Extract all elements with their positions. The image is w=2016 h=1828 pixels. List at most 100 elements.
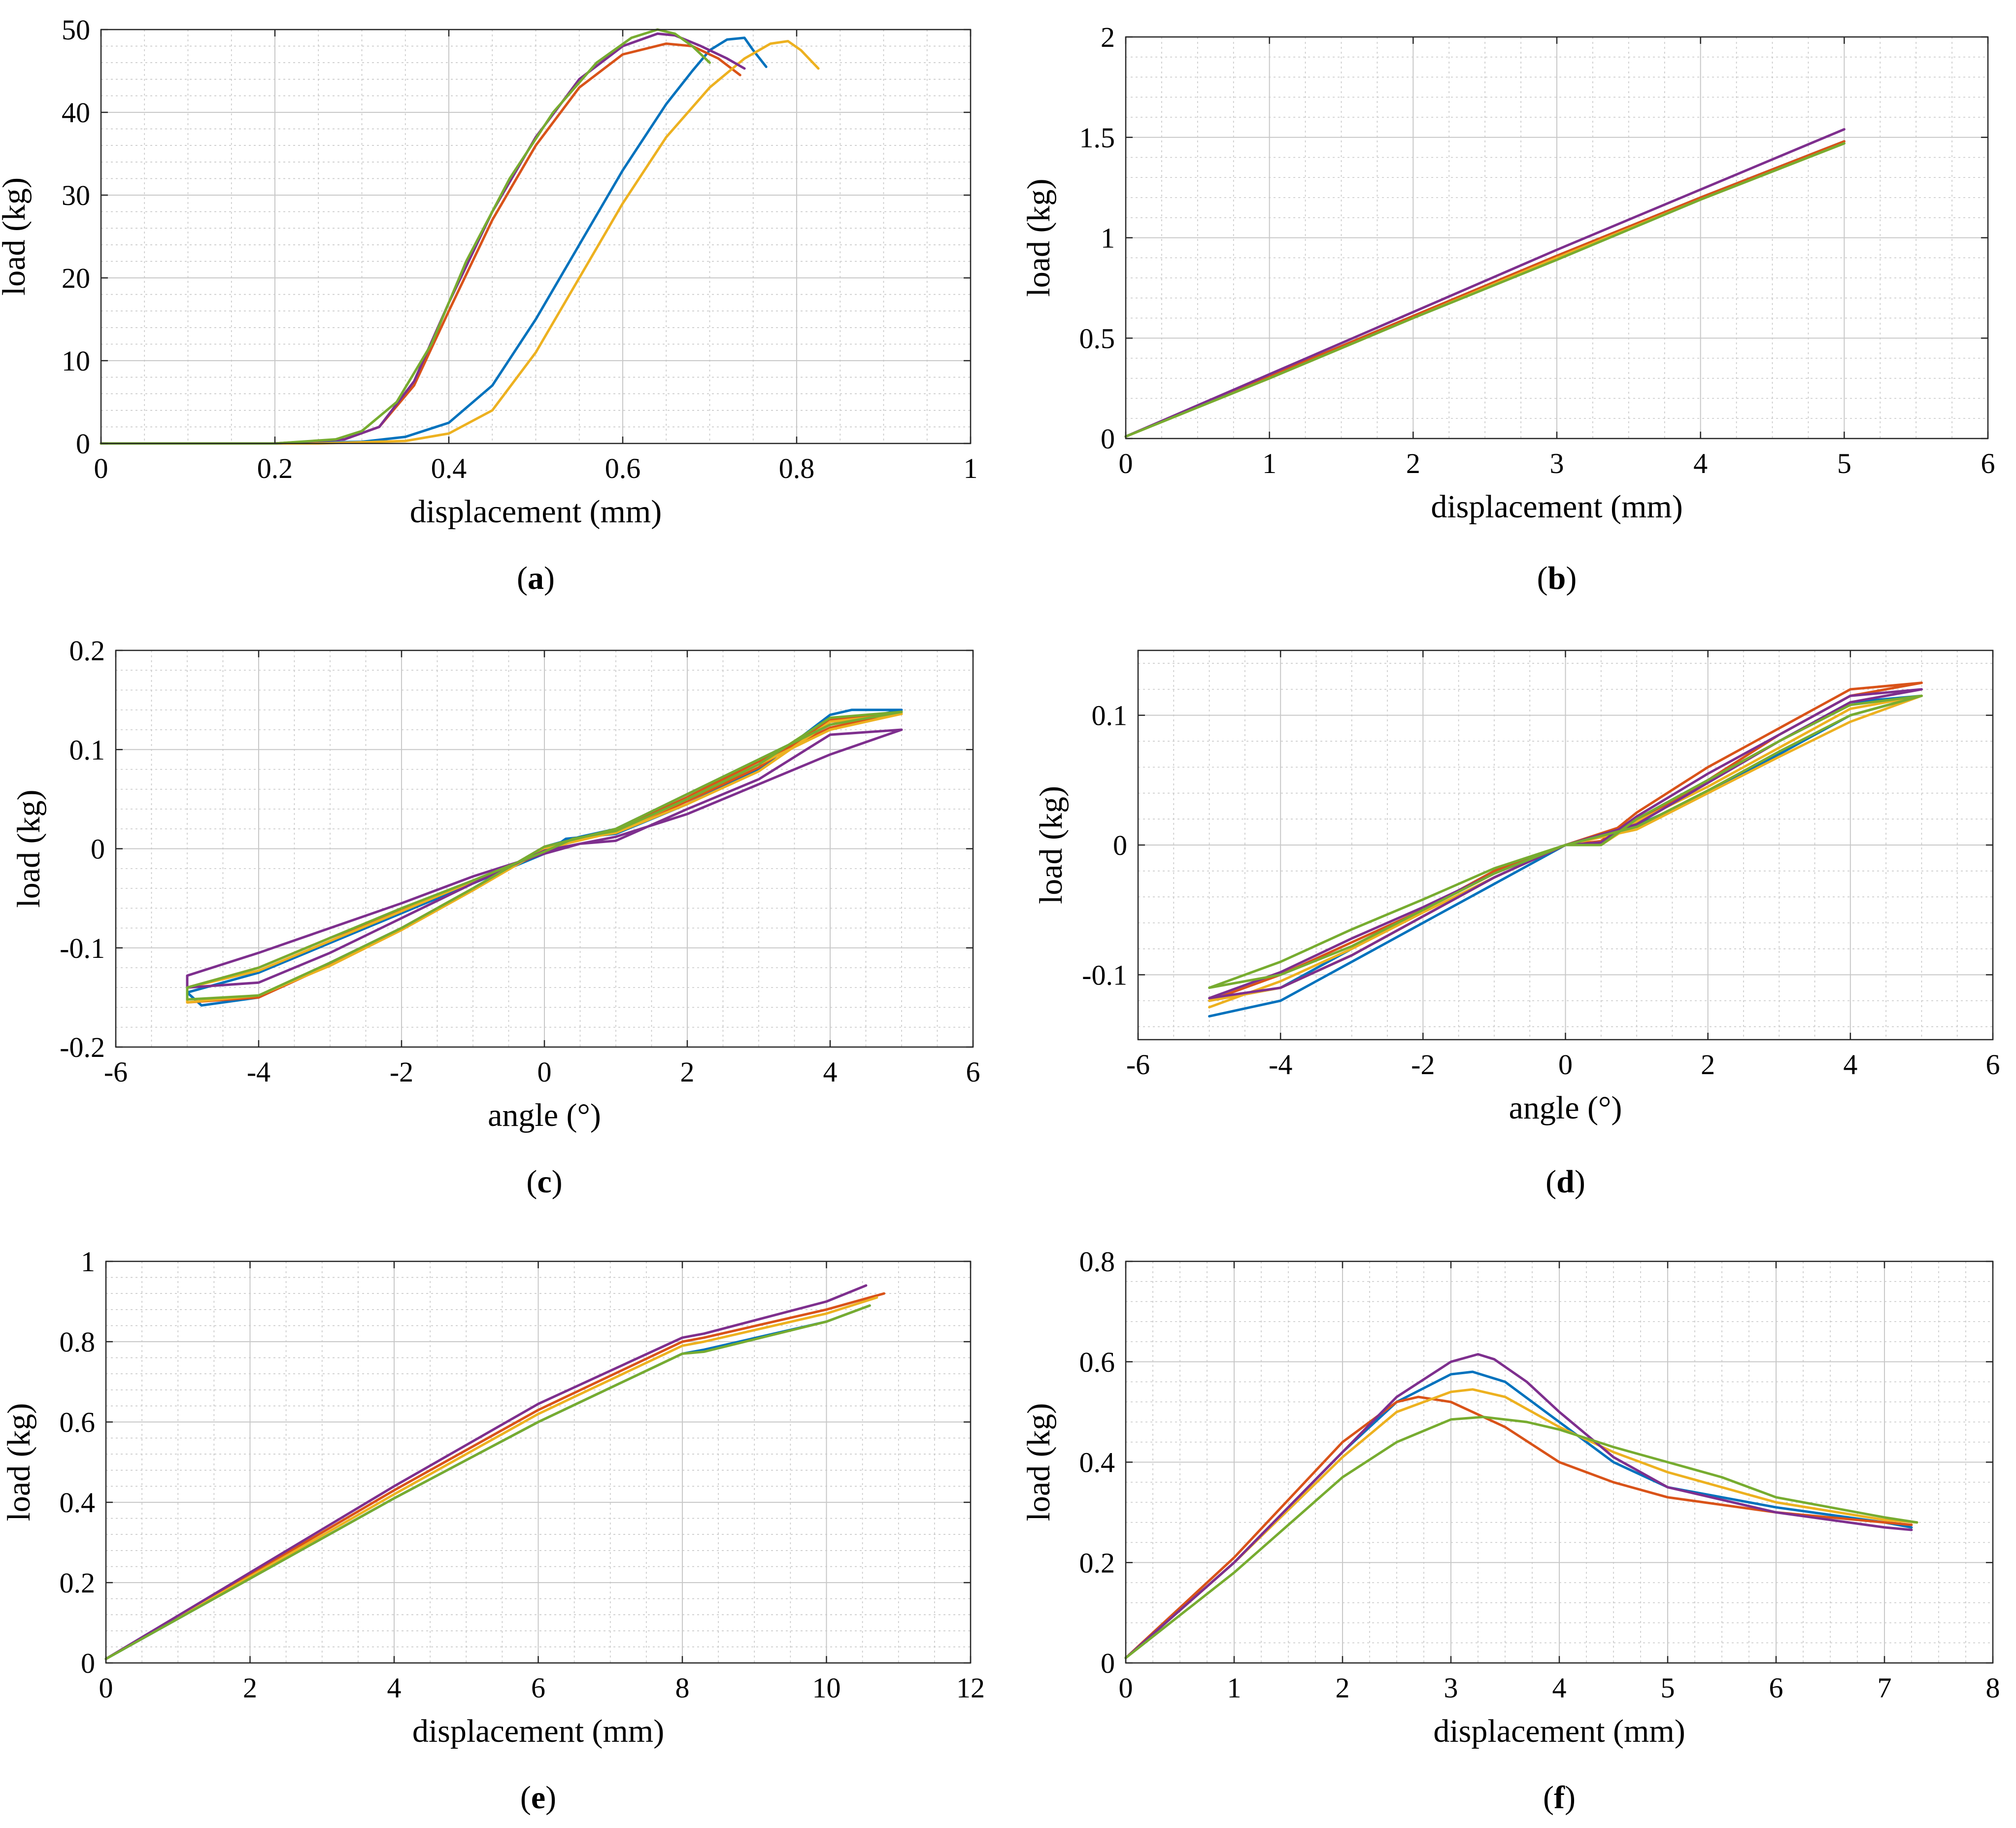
series-line-1	[104, 1304, 871, 1660]
x-tick-label: 12	[956, 1672, 985, 1704]
panel-f: 0 1 2 3 4 5 6 7 8 0 0.2 0.4 0.6 0.8 displacement (mm) l…	[1021, 1246, 2000, 1816]
series-line-4	[104, 1284, 868, 1660]
series-line-2	[104, 1292, 885, 1660]
y-tick-label: 0.5	[1079, 322, 1115, 354]
caption-close-paren: )	[1566, 560, 1577, 596]
panel-c: -6 -4 -2 0 2 4 6 -0.2 -0.1 0 0.1 0.2 angle (°) load (…	[11, 635, 980, 1200]
y-tick-label: 0.4	[60, 1487, 96, 1519]
x-tick-label: 7	[1878, 1672, 1892, 1704]
series-line-4	[1124, 128, 1846, 438]
x-tick-label: -2	[1411, 1049, 1435, 1081]
series-group	[100, 28, 820, 445]
y-axis-label: load (kg)	[1, 1403, 37, 1521]
y-tick-label: 30	[62, 179, 90, 211]
x-tick-label: -4	[247, 1056, 270, 1088]
series-line-2	[1124, 1395, 1913, 1659]
x-tick-label: 5	[1661, 1672, 1675, 1704]
panel-d: -6 -4 -2 0 2 4 6 -0.1 0 0.1 angle (°) load (kg) (d)	[1033, 649, 2000, 1200]
caption-letter: f	[1554, 1780, 1565, 1816]
y-tick-label: 0.6	[60, 1406, 96, 1438]
caption-open-paren: (	[517, 560, 528, 596]
y-tick-label: 0	[1113, 829, 1127, 861]
x-tick-label: 0.8	[779, 452, 815, 484]
caption-close-paren: )	[552, 1164, 563, 1200]
plot-frame	[100, 29, 972, 444]
y-tick-label: 50	[62, 14, 90, 46]
series-line-4	[100, 32, 746, 445]
x-tick-label: 2	[243, 1672, 257, 1704]
y-tick-label: 0.2	[1079, 1547, 1115, 1579]
x-tick-label: 0	[94, 452, 108, 484]
y-tick-label: 20	[62, 262, 90, 294]
y-tick-label: 2	[1101, 21, 1115, 53]
series-line-3	[104, 1296, 878, 1660]
x-tick-label: 5	[1837, 447, 1851, 479]
series-group	[186, 709, 903, 1007]
caption-letter: b	[1548, 560, 1566, 596]
y-tick-label: 0	[1101, 423, 1115, 455]
caption-open-paren: (	[1543, 1780, 1554, 1816]
x-tick-label: 0	[1119, 1672, 1133, 1704]
series-line-4	[186, 728, 903, 989]
caption-letter: c	[537, 1164, 551, 1200]
y-tick-label: -0.2	[60, 1031, 105, 1063]
x-tick-label: 6	[531, 1672, 545, 1704]
panel-e: 0 2 4 6 8 10 12 0 0.2 0.4 0.6 0.8 1 displacement (mm)…	[1, 1246, 985, 1816]
series-group	[1124, 1353, 1918, 1659]
series-line-3	[1124, 1388, 1918, 1659]
caption-open-paren: (	[520, 1780, 531, 1816]
x-axis-label: displacement (mm)	[1431, 489, 1682, 525]
y-tick-label: -0.1	[1082, 959, 1127, 991]
x-tick-label: -6	[104, 1056, 128, 1088]
panel-caption: (c)	[526, 1164, 562, 1200]
y-tick-label: 40	[62, 97, 90, 129]
x-tick-label: 2	[1336, 1672, 1350, 1704]
x-tick-label: 4	[1552, 1672, 1567, 1704]
series-line-3	[100, 40, 820, 445]
series-line-2	[1124, 140, 1846, 438]
caption-open-paren: (	[1546, 1164, 1556, 1200]
x-tick-label: -2	[390, 1056, 413, 1088]
y-tick-label: 0.2	[60, 1567, 96, 1599]
x-axis-label: angle (°)	[488, 1097, 601, 1133]
x-tick-label: 4	[1693, 447, 1708, 479]
y-tick-label: 1.5	[1079, 122, 1115, 154]
series-group	[1124, 128, 1846, 438]
panel-caption: (a)	[517, 560, 555, 596]
series-line-5	[1208, 694, 1923, 989]
x-tick-label: 0	[1119, 447, 1133, 479]
y-tick-label: 0.4	[1079, 1447, 1115, 1479]
y-tick-label: 0.1	[69, 734, 105, 766]
x-axis-label: displacement (mm)	[410, 494, 662, 530]
y-axis-label: load (kg)	[11, 789, 47, 908]
series-line-5	[1124, 142, 1846, 438]
caption-open-paren: (	[526, 1164, 537, 1200]
x-tick-label: 6	[1986, 1049, 2000, 1081]
series-line-5	[100, 28, 711, 445]
x-tick-label: 1	[1262, 447, 1277, 479]
series-line-5	[1124, 1416, 1918, 1659]
y-axis-label: load (kg)	[0, 177, 32, 296]
y-tick-label: 10	[62, 345, 90, 377]
caption-letter: a	[528, 560, 544, 596]
y-tick-label: 0.6	[1079, 1346, 1115, 1378]
x-tick-label: 3	[1444, 1672, 1458, 1704]
series-line-1	[100, 36, 768, 445]
series-line-4	[1124, 1353, 1913, 1659]
caption-close-paren: )	[544, 560, 555, 596]
x-tick-label: 0	[1558, 1049, 1573, 1081]
series-line-5	[186, 711, 903, 1001]
x-tick-label: 0	[99, 1672, 113, 1704]
panel-caption: (d)	[1546, 1164, 1585, 1200]
x-tick-label: 0.4	[431, 452, 467, 484]
series-group	[1208, 681, 1923, 1018]
panel-caption: (b)	[1537, 560, 1577, 596]
y-tick-label: -0.1	[60, 932, 105, 964]
x-tick-label: 0.6	[605, 452, 641, 484]
y-tick-label: 0.2	[69, 635, 105, 667]
caption-close-paren: )	[545, 1780, 556, 1816]
panel-caption: (e)	[520, 1780, 556, 1816]
y-tick-label: 1	[1101, 222, 1115, 254]
caption-letter: d	[1556, 1164, 1575, 1200]
